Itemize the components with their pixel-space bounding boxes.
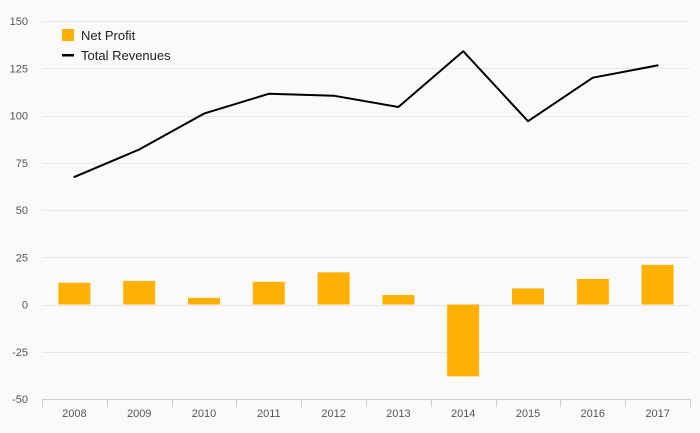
x-tick-label: 2014 [451,408,475,420]
y-tick-label: -50 [12,394,28,406]
y-tick-label: 0 [22,300,28,312]
point-total-revenues[interactable] [460,48,466,54]
grid-layer [42,21,690,400]
point-total-revenues[interactable] [655,62,661,68]
x-tick-label: 2010 [192,408,216,420]
point-total-revenues[interactable] [590,75,596,81]
bar-net-profit[interactable] [317,272,350,305]
x-tick-label: 2015 [516,408,540,420]
bar-net-profit[interactable] [188,297,220,305]
bar-net-profit[interactable] [382,295,415,305]
point-total-revenues[interactable] [266,91,272,97]
x-tick-label: 2011 [257,408,281,420]
point-total-revenues[interactable] [71,174,77,180]
x-tick-label: 2012 [321,408,345,420]
y-tick-label: 75 [16,158,28,170]
x-tick-label: 2009 [127,408,151,420]
point-total-revenues[interactable] [201,111,207,117]
point-total-revenues[interactable] [395,104,401,110]
x-tick-label: 2013 [386,408,410,420]
y-tick-label: 125 [10,63,28,75]
x-tick-label: 2008 [62,408,86,420]
y-tick-label: 25 [16,252,28,264]
legend-swatch-net-profit [62,29,74,41]
point-total-revenues[interactable] [136,147,142,153]
bar-net-profit[interactable] [252,281,285,305]
line-total-revenues[interactable] [73,50,659,178]
bar-net-profit[interactable] [447,304,480,377]
point-total-revenues[interactable] [331,93,337,99]
bar-net-profit[interactable] [123,280,156,305]
axis-layer: -50 -25 0 25 50 75 100 125 150 2008 2009 2010 2011 20… [10,16,691,420]
x-tick-label: 2016 [581,408,605,420]
bar-layer [58,264,674,377]
legend-item-net-profit[interactable]: Net Profit [62,28,136,43]
legend[interactable]: Net Profit Total Revenues [62,28,171,63]
bar-net-profit[interactable] [641,264,674,305]
bar-net-profit[interactable] [58,282,91,305]
y-tick-label: -25 [12,347,28,359]
legend-label-total-revenues: Total Revenues [81,48,171,63]
legend-item-total-revenues[interactable]: Total Revenues [62,48,171,63]
y-tick-label: 50 [16,205,28,217]
x-tick-label: 2017 [645,408,669,420]
line-layer [71,48,661,180]
legend-label-net-profit: Net Profit [81,28,136,43]
bar-net-profit[interactable] [512,288,544,305]
legend-swatch-total-revenues [62,54,74,57]
bar-net-profit[interactable] [576,278,609,305]
y-tick-label: 150 [10,16,28,28]
point-total-revenues[interactable] [525,118,531,124]
y-tick-label: 100 [10,111,28,123]
